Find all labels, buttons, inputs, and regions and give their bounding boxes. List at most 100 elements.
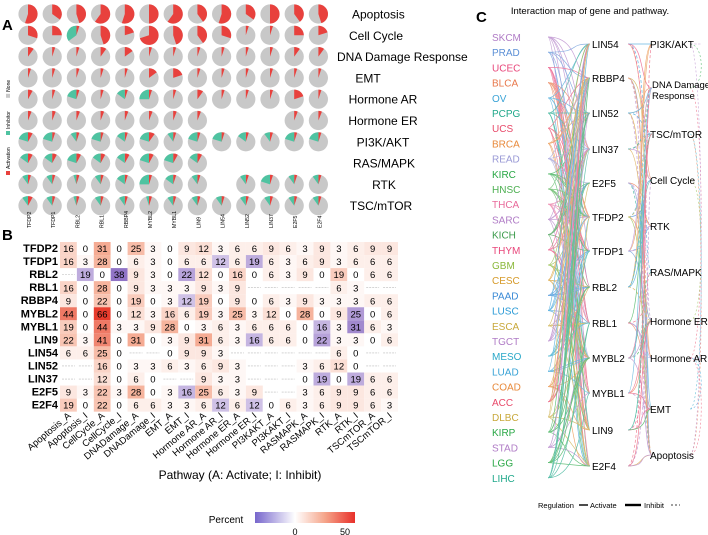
heatmap-cell [161,294,179,308]
pie-activation [124,174,128,185]
heatmap-cell [93,307,111,321]
cancer-gene-link [547,127,591,394]
gene-pathway-link [627,454,653,467]
pie-none [42,174,62,194]
pie-activation [76,174,80,185]
pie-activation [294,110,298,121]
heatmap-cell [110,255,128,269]
heatmap-cell-value: 6 [286,335,291,346]
cancer-gene-link [547,36,591,150]
cancer-label: OV [492,94,507,105]
gene-pathway-link [627,357,653,456]
heatmap-cell [313,307,331,321]
heatmap-cell [330,281,348,295]
heatmap-cell [212,242,229,256]
colorbar [255,512,355,523]
heatmap-cell-value: 6 [319,362,324,373]
cancer-gene-link [547,416,591,431]
heatmap-cell [161,281,179,295]
pie-activation [173,89,177,100]
heatmap-cell-value: 9 [319,257,324,268]
pie-activation [76,47,80,57]
pie-activation [245,174,249,185]
pie-activation [294,89,304,100]
heatmap-cell-value: 16 [181,388,192,399]
cancer-gene-link [547,279,591,431]
heatmap-cell-value: 6 [252,244,257,255]
pie-activation [149,110,153,121]
heatmap-row-label: RBBP4 [21,295,59,307]
heatmap-cell [229,268,246,282]
cancer-label: KIRP [492,428,516,439]
heatmap-cell-value: 6 [319,401,324,412]
pie-activation [100,25,111,45]
cancer-label: PAAD [492,291,519,302]
gene-pathway-link [627,322,653,410]
pie-activation [124,153,130,164]
pie-inhibitor [312,196,319,206]
heatmap-cell-value: 3 [387,401,392,412]
heatmap-cell-value: 19 [334,270,345,281]
pie-activation [52,132,56,142]
cancer-gene-link [547,43,591,53]
gene-pathway-link [627,43,653,89]
pie-activation [318,196,322,206]
heatmap-cell-value: 19 [317,375,328,386]
pie-activation [124,25,134,36]
cancer-label: COAD [492,383,521,394]
gene-node-label: MYBL2 [592,354,625,365]
gene-pathway-link [627,271,653,431]
heatmap-cell-value: 3 [83,388,88,399]
heatmap-cell-value: 3 [167,401,172,412]
pie-activation [100,174,104,185]
heatmap-cell-value: 0 [167,349,172,360]
heatmap-cell-value: 6 [336,283,341,294]
pie-inhibitor [165,174,174,185]
heatmap-cell [144,372,162,386]
pie-inhibitor [67,89,77,100]
heatmap-cell [330,359,348,373]
gene-label: LIN52 [245,214,251,228]
heatmap-cell [110,320,128,334]
cancer-label: SARC [492,215,520,226]
heatmap-cell [195,398,213,412]
legend-swatch [6,93,10,98]
heatmap-cell-value: 6 [319,388,324,399]
heatmap-cell [296,385,314,399]
heatmap-cell-value: 3 [235,375,240,386]
pie-activation [52,89,56,100]
gene-label: MYBL1 [172,211,178,228]
heatmap-cell [93,242,111,256]
heatmap-cell [279,242,297,256]
regulation-legend-title: Regulation [538,501,574,510]
cancer-gene-link [547,148,591,159]
heatmap-cell-value: 3 [302,362,307,373]
cancer-gene-link [547,322,591,479]
pathway-arc [689,133,702,456]
pathway-label: TSC/mTOR [350,199,413,213]
gene-label: E2F5 [293,215,299,228]
cancer-gene-link [547,77,591,311]
heatmap-cell [161,359,179,373]
heatmap-cell-value: 0 [83,322,88,333]
cancer-gene-link [547,386,591,467]
heatmap-cell-value: 0 [353,270,358,281]
heatmap-cell [330,242,348,256]
heatmap-x-axis-title: Pathway (A: Activate; I: Inhibit) [159,468,322,482]
heatmap-cell [313,372,331,386]
pie-inhibitor [119,196,125,206]
heatmap-cell-value: 3 [336,296,341,307]
pie-activation [294,4,304,22]
heatmap-cell-value: 9 [201,349,206,360]
heatmap-cell [178,333,196,347]
heatmap-cell-value: 9 [184,349,189,360]
pie-activation [28,153,33,164]
pie-activation [28,25,38,39]
heatmap-cell-value: 0 [117,335,122,346]
gene-pathway-link [627,43,653,135]
panel-c-label: C [476,9,487,26]
heatmap-cell [262,268,280,282]
heatmap-row-label: LIN37 [28,374,58,386]
heatmap-cell-value: 31 [131,335,142,346]
gene-pathway-link [627,320,653,467]
